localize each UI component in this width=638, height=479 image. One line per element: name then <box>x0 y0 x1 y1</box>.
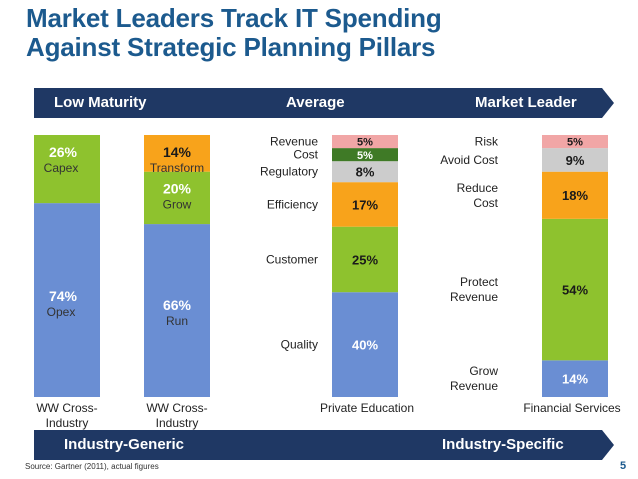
bar-4-pct-4: 9% <box>566 153 585 168</box>
bar-3-side-label-6: Revenue <box>270 135 318 149</box>
bar-3-side-label-5: Cost <box>293 148 318 162</box>
bar-4-segment-1 <box>542 360 608 397</box>
bar-3-segment-2 <box>332 226 398 293</box>
bar-2-segment-2 <box>144 171 210 225</box>
bar-3-category-label: Private Education <box>320 401 414 415</box>
bar-4-side-label-1: Revenue <box>450 379 498 393</box>
bar-4-side-label-2: Revenue <box>450 290 498 304</box>
bar-2-segment-1 <box>144 224 210 397</box>
title-line-2: Against Strategic Planning Pillars <box>26 32 436 62</box>
bar-1-segment-2 <box>34 135 100 204</box>
bar-1-category-label: Industry <box>46 416 89 430</box>
bar-2-category-label: Industry <box>156 416 199 430</box>
bar-1-name-2: Capex <box>44 161 79 175</box>
maturity-arrow: Low Maturity Average Market Leader <box>34 88 614 118</box>
title-line-1: Market Leaders Track IT Spending <box>26 3 442 33</box>
bar-3-pct-4: 8% <box>356 165 375 180</box>
bar-2-segment-3 <box>144 135 210 172</box>
bar-2-name-2: Grow <box>163 198 192 212</box>
bar-2-pct-1: 66% <box>163 297 192 313</box>
bar-3-segment-4 <box>332 161 398 183</box>
industry-arrow: Industry-Generic Industry-Specific <box>34 430 614 460</box>
market-leader-label: Market Leader <box>475 94 577 111</box>
bar-3-segment-3 <box>332 182 398 227</box>
page-number: 5 <box>620 460 627 472</box>
maturity-arrow-shape <box>34 88 614 118</box>
bar-3-side-label-4: Regulatory <box>260 165 318 179</box>
bar-2-name-1: Run <box>166 314 188 328</box>
bar-3-pct-5: 5% <box>357 150 373 162</box>
bar-3-pct-2: 25% <box>352 252 378 267</box>
industry-generic-label: Industry-Generic <box>64 436 185 453</box>
bar-3-pct-6: 5% <box>357 137 373 149</box>
bar-3-segment-6 <box>332 135 398 149</box>
bar-4-pct-3: 18% <box>562 188 588 203</box>
bar-4-segment-2 <box>542 218 608 361</box>
low-maturity-label: Low Maturity <box>54 94 147 111</box>
bar-1-pct-2: 26% <box>49 144 78 160</box>
bar-4-side-label-3: Cost <box>473 196 498 210</box>
bar-4-segment-5 <box>542 135 608 149</box>
bar-3-side-label-2: Customer <box>266 252 318 266</box>
bar-1-name-1: Opex <box>47 305 76 319</box>
bar-1-category-label: WW Cross- <box>36 401 97 415</box>
bar-2-category-label: WW Cross- <box>146 401 207 415</box>
bar-4-segment-4 <box>542 148 608 172</box>
industry-arrow-shape <box>34 430 614 460</box>
bar-3-pct-1: 40% <box>352 338 378 353</box>
average-label: Average <box>286 94 345 111</box>
bar-3-segment-5 <box>332 148 398 162</box>
bar-4-segment-3 <box>542 171 608 219</box>
bar-4-side-label-5: Risk <box>475 135 499 149</box>
bar-2-pct-2: 20% <box>163 181 192 197</box>
bar-4-pct-2: 54% <box>562 283 588 298</box>
slide-title: Market Leaders Track IT Spending Against… <box>26 4 442 62</box>
bar-3-side-label-1: Quality <box>281 338 318 352</box>
bar-3-pct-3: 17% <box>352 197 378 212</box>
bar-2-pct-3: 14% <box>163 144 192 160</box>
bar-4-side-label-4: Avoid Cost <box>440 153 498 167</box>
bar-4-category-label: Financial Services <box>523 401 620 415</box>
industry-specific-label: Industry-Specific <box>442 436 564 453</box>
source-note: Source: Gartner (2011), actual figures <box>25 462 159 471</box>
bar-1-pct-1: 74% <box>49 288 78 304</box>
bar-4-side-label-1: Grow <box>469 364 498 378</box>
bar-4-side-label-3: Reduce <box>457 181 499 195</box>
bar-4-pct-1: 14% <box>562 372 588 387</box>
bar-4-pct-5: 5% <box>567 137 583 149</box>
bar-1-segment-1 <box>34 203 100 397</box>
bar-3-segment-1 <box>332 292 398 397</box>
bar-3-side-label-3: Efficiency <box>267 197 318 211</box>
bar-4-side-label-2: Protect <box>460 275 499 289</box>
bar-2-name-3: Transform <box>150 161 204 175</box>
